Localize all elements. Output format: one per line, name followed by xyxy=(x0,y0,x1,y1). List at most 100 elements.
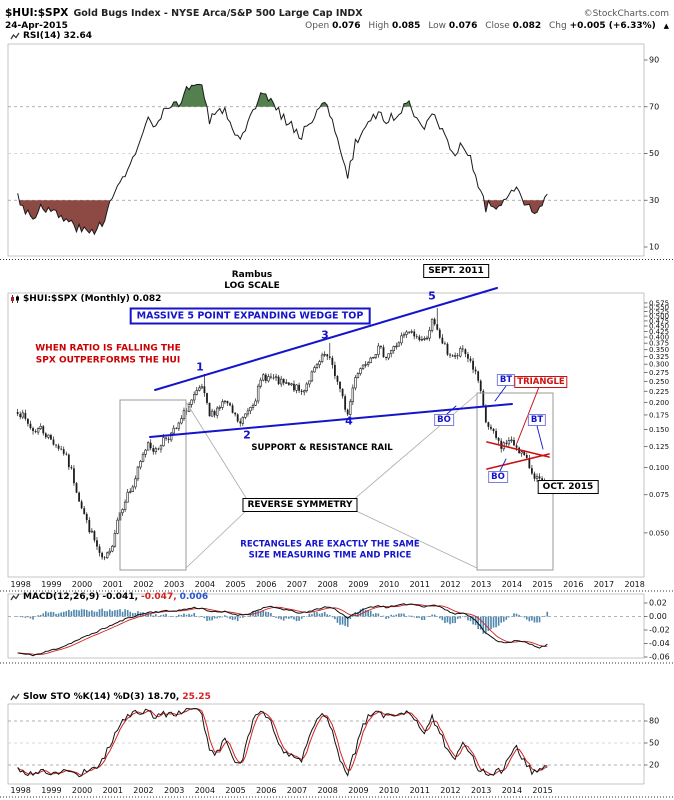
svg-text:0.350: 0.350 xyxy=(649,346,669,354)
open-label: Open xyxy=(305,21,330,31)
svg-text:2002: 2002 xyxy=(133,786,153,795)
up-arrow-icon: ▲ xyxy=(663,22,669,30)
svg-text:0.525: 0.525 xyxy=(649,308,669,316)
ohlc-quote: Open 0.076 High 0.085 Low 0.076 Close 0.… xyxy=(305,21,669,31)
macd-label-text: MACD(12,26,9) xyxy=(23,592,100,602)
svg-text:2010: 2010 xyxy=(379,786,399,795)
chart-date: 24-Apr-2015 xyxy=(5,21,68,31)
svg-text:0.225: 0.225 xyxy=(649,388,669,396)
svg-text:0.00: 0.00 xyxy=(649,612,667,621)
low-label: Low xyxy=(428,21,447,31)
indicator-icon xyxy=(10,32,20,40)
svg-text:0.450: 0.450 xyxy=(649,323,669,331)
svg-text:80: 80 xyxy=(649,717,659,726)
low-value: 0.076 xyxy=(448,21,478,31)
svg-text:10: 10 xyxy=(649,243,659,252)
svg-text:50: 50 xyxy=(649,149,659,158)
svg-text:2009: 2009 xyxy=(348,580,368,589)
svg-text:2006: 2006 xyxy=(256,580,276,589)
high-value: 0.085 xyxy=(391,21,421,31)
svg-text:2000: 2000 xyxy=(72,786,92,795)
svg-text:2007: 2007 xyxy=(287,786,307,795)
svg-text:2013: 2013 xyxy=(471,580,491,589)
svg-text:0.050: 0.050 xyxy=(649,529,669,537)
chart-header: $HUI:$SPX Gold Bugs Index - NYSE Arca/S&… xyxy=(0,0,674,31)
symbol-description: Gold Bugs Index - NYSE Arca/S&P 500 Larg… xyxy=(73,8,363,19)
svg-text:2018: 2018 xyxy=(624,580,644,589)
svg-text:2005: 2005 xyxy=(225,580,245,589)
svg-text:-0.02: -0.02 xyxy=(649,626,670,635)
price-panel-label: $HUI:$SPX (Monthly) 0.082 xyxy=(10,294,161,304)
svg-text:1999: 1999 xyxy=(41,786,61,795)
stochastic-value-1: 18.70, xyxy=(147,692,180,702)
svg-text:0.400: 0.400 xyxy=(649,334,669,342)
high-label: High xyxy=(368,21,390,31)
svg-text:2000: 2000 xyxy=(72,580,92,589)
svg-text:2004: 2004 xyxy=(195,580,215,589)
svg-text:2008: 2008 xyxy=(317,786,337,795)
indicator-icon xyxy=(10,593,20,601)
symbol-ticker: $HUI:$SPX xyxy=(5,7,69,19)
svg-text:2007: 2007 xyxy=(287,580,307,589)
svg-text:0.150: 0.150 xyxy=(649,426,669,434)
open-value: 0.076 xyxy=(332,21,361,31)
svg-text:2010: 2010 xyxy=(379,580,399,589)
macd-panel-label: MACD(12,26,9) -0.041, -0.047, 0.006 xyxy=(10,592,208,602)
svg-text:0.325: 0.325 xyxy=(649,353,669,361)
svg-text:-0.06: -0.06 xyxy=(649,653,670,662)
rsi-value: 32.64 xyxy=(63,31,92,41)
svg-text:0.500: 0.500 xyxy=(649,313,669,321)
close-value: 0.082 xyxy=(512,21,542,31)
macd-value-2: -0.047, xyxy=(141,592,177,602)
svg-text:0.475: 0.475 xyxy=(649,317,669,325)
svg-text:2012: 2012 xyxy=(440,580,460,589)
indicator-icon xyxy=(10,693,20,701)
svg-text:90: 90 xyxy=(649,56,659,65)
svg-text:2015: 2015 xyxy=(532,580,552,589)
svg-text:0.175: 0.175 xyxy=(649,411,669,419)
svg-text:0.575: 0.575 xyxy=(649,299,669,307)
svg-text:0.375: 0.375 xyxy=(649,340,669,348)
svg-text:0.425: 0.425 xyxy=(649,328,669,336)
svg-text:1998: 1998 xyxy=(10,580,30,589)
copyright: ©StockCharts.com xyxy=(583,9,669,19)
svg-text:2011: 2011 xyxy=(410,580,430,589)
svg-text:0.300: 0.300 xyxy=(649,361,669,369)
svg-text:2016: 2016 xyxy=(563,580,583,589)
svg-text:2001: 2001 xyxy=(103,580,123,589)
svg-text:0.275: 0.275 xyxy=(649,369,669,377)
svg-text:2014: 2014 xyxy=(502,580,522,589)
svg-text:2017: 2017 xyxy=(594,580,614,589)
svg-text:2011: 2011 xyxy=(410,786,430,795)
svg-text:2012: 2012 xyxy=(440,786,460,795)
svg-text:0.100: 0.100 xyxy=(649,464,669,472)
price-value: 0.082 xyxy=(132,294,162,304)
svg-text:1999: 1999 xyxy=(41,580,61,589)
svg-text:0.02: 0.02 xyxy=(649,599,667,608)
svg-text:0.200: 0.200 xyxy=(649,399,669,407)
stochastic-label-text: Slow STO %K(14) %D(3) xyxy=(23,692,145,702)
svg-text:2008: 2008 xyxy=(317,580,337,589)
rsi-label-text: RSI(14) xyxy=(23,31,61,41)
svg-text:20: 20 xyxy=(649,760,659,769)
svg-text:2005: 2005 xyxy=(225,786,245,795)
svg-text:-0.04: -0.04 xyxy=(649,639,670,648)
svg-text:2009: 2009 xyxy=(348,786,368,795)
macd-value-1: -0.041, xyxy=(102,592,138,602)
svg-text:2003: 2003 xyxy=(164,786,184,795)
stochastic-panel-label: Slow STO %K(14) %D(3) 18.70, 25.25 xyxy=(10,692,211,702)
svg-text:2014: 2014 xyxy=(502,786,522,795)
svg-text:1998: 1998 xyxy=(10,786,30,795)
svg-text:2013: 2013 xyxy=(471,786,491,795)
svg-text:2003: 2003 xyxy=(164,580,184,589)
svg-text:0.250: 0.250 xyxy=(649,378,669,386)
svg-text:70: 70 xyxy=(649,102,659,111)
macd-value-3: 0.006 xyxy=(179,592,209,602)
candlestick-icon xyxy=(11,295,19,303)
stochastic-value-2: 25.25 xyxy=(182,692,211,702)
rsi-panel-label: RSI(14) 32.64 xyxy=(10,31,92,41)
svg-text:0.550: 0.550 xyxy=(649,304,669,312)
svg-text:2015: 2015 xyxy=(532,786,552,795)
svg-text:2004: 2004 xyxy=(195,786,215,795)
